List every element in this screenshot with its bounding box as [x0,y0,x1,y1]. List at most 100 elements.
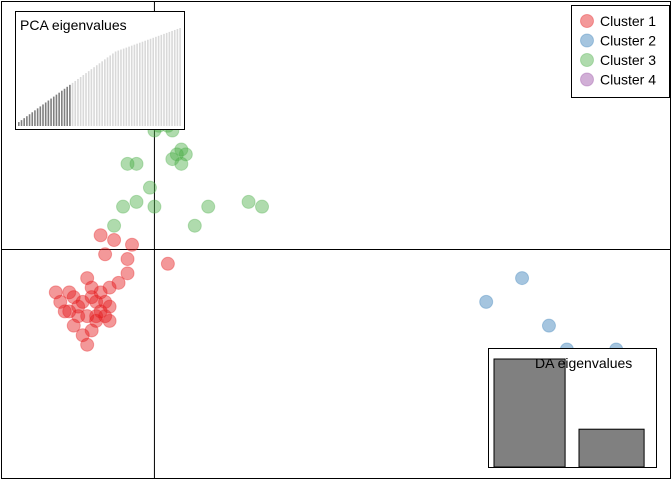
point-cluster-1-1 [93,228,108,243]
point-cluster-1-32 [75,328,90,343]
da-eigenvalue-bar-1 [493,358,566,468]
pca-eigenvalue-bar-41 [125,47,128,126]
point-cluster-1-5 [98,247,113,262]
da-eigenvalue-bar-2 [578,428,645,468]
point-cluster-3-20 [187,218,202,233]
point-cluster-1-27 [98,309,113,324]
point-cluster-1-31 [84,323,99,338]
pca-eigenvalue-bar-6 [31,112,34,126]
point-cluster-1-28 [102,313,117,328]
pca-eigenvalue-bar-18 [63,88,66,126]
point-cluster-1-21 [102,299,117,314]
pca-eigenvalue-bar-28 [90,69,93,126]
pca-eigenvalue-bar-35 [109,55,112,126]
pca-eigenvalue-bar-51 [152,37,155,126]
point-cluster-1-22 [93,304,108,319]
pca-eigenvalue-bar-25 [82,75,85,126]
point-cluster-3-11 [120,156,135,171]
point-cluster-1-35 [71,299,86,314]
point-cluster-1-15 [53,294,68,309]
legend-label-4: Cluster 4 [600,72,656,88]
point-cluster-1-34 [57,304,72,319]
point-cluster-3-16 [147,199,162,214]
point-cluster-3-19 [255,199,270,214]
point-cluster-3-13 [142,180,157,195]
pca-eigenvalue-bar-10 [42,104,44,126]
point-cluster-3-15 [116,199,131,214]
pca-eigenvalue-bar-52 [155,36,157,126]
pca-eigenvalue-bar-33 [104,59,106,126]
legend-swatch-3 [580,53,594,67]
legend-swatch-1 [580,14,594,28]
pca-eigenvalue-bar-5 [28,114,31,126]
point-cluster-1-25 [71,309,86,324]
pca-eigenvalue-bar-57 [168,31,171,127]
point-cluster-1-17 [75,294,90,309]
point-cluster-1-20 [98,294,113,309]
point-cluster-3-4 [178,147,193,162]
point-cluster-1-10 [93,285,108,300]
point-cluster-3-6 [165,152,180,167]
point-cluster-1-8 [80,271,95,286]
pca-eigenvalue-bar-45 [136,43,138,126]
legend-label-2: Cluster 2 [600,33,656,49]
point-cluster-1-18 [84,290,99,305]
point-cluster-3-5 [169,147,184,162]
da-eigenvalues-inset: DA eigenvalues [488,348,657,468]
pca-eigenvalue-bar-17 [61,90,63,126]
pca-eigenvalue-bar-23 [77,78,79,126]
point-cluster-1-23 [89,309,104,324]
pca-eigenvalue-bar-59 [173,29,176,126]
pca-eigenvalue-bar-46 [138,42,141,127]
pca-eigenvalue-bar-7 [34,110,36,126]
point-cluster-1-4 [120,252,135,267]
point-cluster-3-3 [174,142,189,157]
pca-bars [18,28,181,127]
pca-eigenvalue-bar-3 [23,118,25,126]
legend-swatch-4 [580,72,594,87]
legend-label-3: Cluster 3 [600,52,656,68]
pca-eigenvalue-bar-14 [52,96,55,126]
pca-eigenvalue-bar-38 [117,50,120,126]
point-cluster-3-17 [201,199,216,214]
pca-eigenvalue-bar-13 [50,98,52,126]
pca-eigenvalue-bar-55 [163,33,165,126]
pca-eigenvalue-bar-1 [18,122,20,126]
pca-eigenvalue-bar-58 [171,30,173,126]
legend: Cluster 1 Cluster 2 Cluster 3 Cluster 4 [571,5,670,98]
point-cluster-1-30 [89,313,104,328]
pca-eigenvalue-bar-2 [20,120,23,126]
pca-eigenvalue-bar-9 [39,106,42,126]
pca-eigenvalue-bar-34 [106,57,109,126]
point-cluster-2-2 [479,294,494,309]
pca-eigenvalue-bar-36 [112,53,114,127]
point-cluster-3-7 [174,156,189,171]
point-cluster-1-3 [125,237,140,252]
pca-eigenvalue-bar-42 [128,46,130,127]
point-cluster-1-7 [120,266,135,281]
pca-eigenvalue-bar-47 [141,41,144,126]
point-cluster-1-6 [160,256,175,271]
pca-eigenvalues-inset: PCA eigenvalues [15,11,185,130]
legend-swatch-2 [580,33,594,48]
pca-eigenvalue-bar-61 [179,28,181,126]
pca-eigenvalue-bar-29 [93,67,95,126]
da-inset-title: DA eigenvalues [535,355,632,371]
point-cluster-3-12 [129,156,144,171]
point-cluster-1-11 [102,280,117,295]
pca-eigenvalue-bar-27 [87,71,90,126]
pca-eigenvalue-bar-19 [66,86,69,126]
pca-eigenvalue-bar-48 [144,40,146,126]
pca-eigenvalue-bar-31 [98,63,101,126]
pca-eigenvalue-bar-20 [69,84,71,126]
pca-eigenvalue-bar-54 [160,34,163,126]
point-cluster-2-3 [541,318,556,333]
pca-eigenvalue-bar-11 [44,102,47,126]
legend-label-1: Cluster 1 [600,13,656,29]
legend-box [571,5,670,98]
pca-eigenvalue-bar-43 [130,45,133,126]
pca-eigenvalue-bar-8 [36,108,39,126]
pca-eigenvalue-bar-15 [55,94,58,126]
